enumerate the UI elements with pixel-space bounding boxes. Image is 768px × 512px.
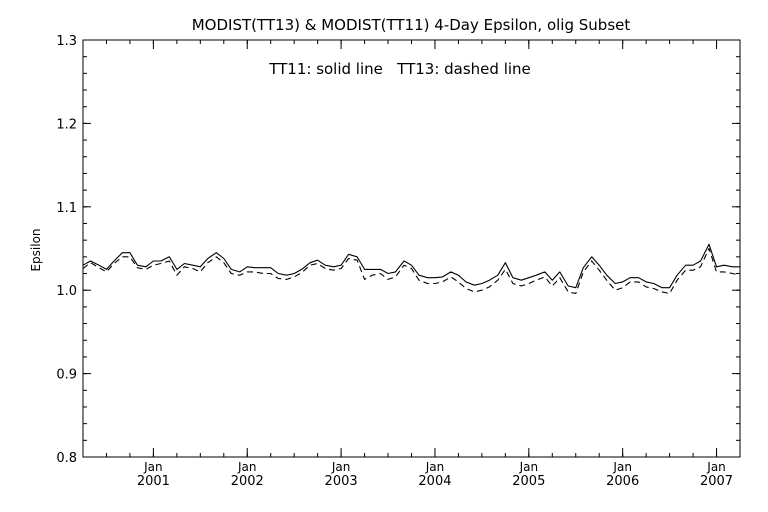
y-tick-label: 1.3 — [56, 34, 77, 49]
axes-layer: 0.80.91.01.11.21.3Jan2001Jan2002Jan2003J… — [56, 34, 741, 489]
x-tick-year-label: 2005 — [512, 474, 545, 489]
x-tick-month-label: Jan — [143, 460, 163, 474]
x-tick-year-label: 2007 — [700, 474, 733, 489]
y-tick-label: 1.2 — [56, 117, 77, 132]
y-tick-label: 1.1 — [56, 201, 77, 216]
x-tick-year-label: 2004 — [418, 474, 451, 489]
x-tick-year-label: 2001 — [137, 474, 170, 489]
x-tick-year-label: 2003 — [325, 474, 358, 489]
series-line-tt11 — [82, 243, 740, 289]
x-tick-month-label: Jan — [612, 460, 632, 474]
series-line-tt13 — [82, 247, 741, 295]
y-tick-label: 1.0 — [56, 284, 77, 299]
x-tick-month-label: Jan — [331, 460, 351, 474]
x-tick-year-label: 2002 — [231, 474, 264, 489]
x-tick-month-label: Jan — [519, 460, 539, 474]
y-tick-label: 0.9 — [56, 368, 77, 383]
y-tick-label: 0.8 — [56, 451, 77, 466]
x-tick-month-label: Jan — [237, 460, 257, 474]
x-tick-month-label: Jan — [706, 460, 726, 474]
x-tick-month-label: Jan — [425, 460, 445, 474]
series-layer — [82, 243, 741, 295]
chart-title: MODIST(TT13) & MODIST(TT11) 4-Day Epsilo… — [192, 16, 631, 34]
y-axis-label: Epsilon — [29, 228, 43, 271]
x-tick-year-label: 2006 — [606, 474, 639, 489]
line-style-annotation: TT11: solid line TT13: dashed line — [268, 60, 531, 78]
